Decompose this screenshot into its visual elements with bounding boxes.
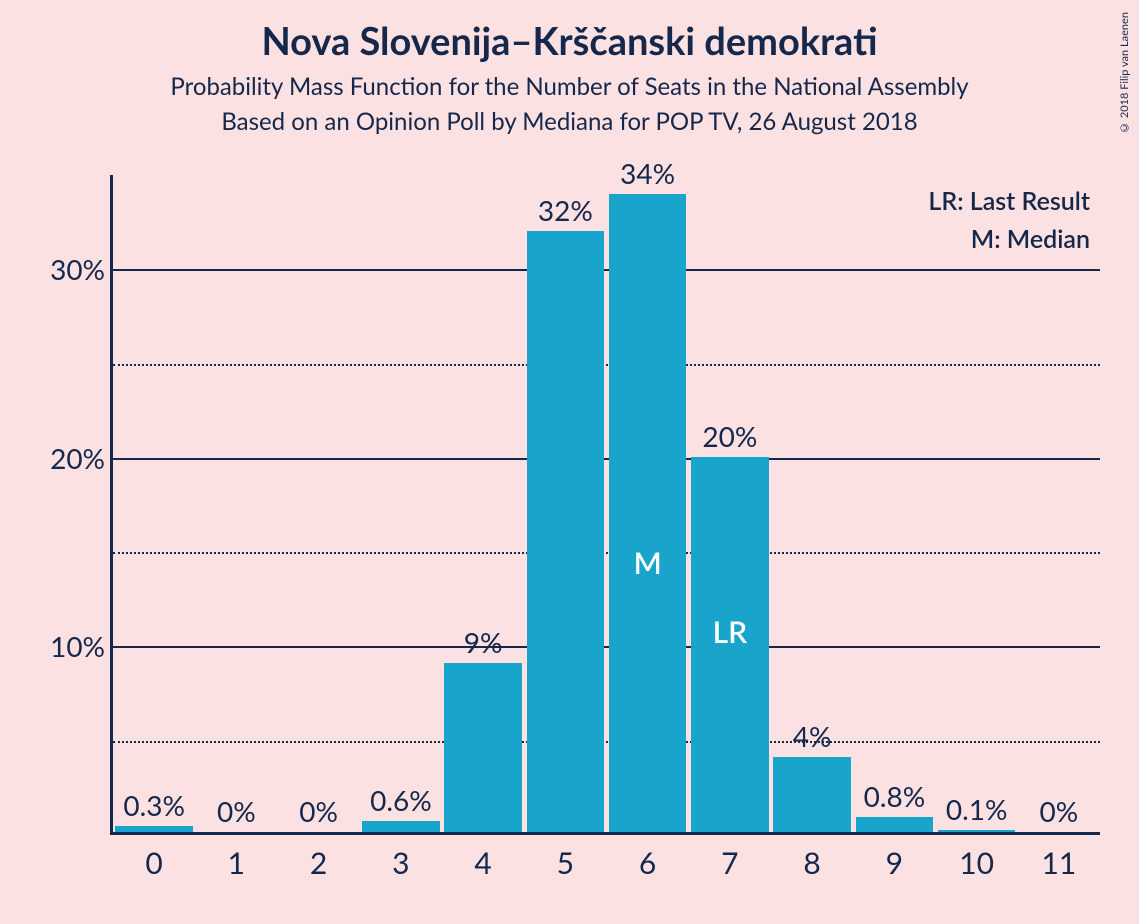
bar-value-label: 0% xyxy=(299,794,338,828)
x-axis xyxy=(110,832,1100,835)
bar: 0.8% xyxy=(856,817,933,832)
bar-slot: 4% xyxy=(771,175,853,832)
copyright-label: © 2018 Filip van Laenen xyxy=(1118,12,1131,134)
bars-group: 0.3%0%0%0.6%9%32%34%M20%LR4%0.8%0.1%0% xyxy=(113,175,1100,832)
x-tick-label: 8 xyxy=(771,845,853,881)
bar-slot: 20% LR xyxy=(689,175,771,832)
bar-value-label: 0.6% xyxy=(370,783,432,817)
x-tick-label: 11 xyxy=(1018,845,1100,881)
x-tick-label: 6 xyxy=(607,845,689,881)
plot-region: 0.3%0%0%0.6%9%32%34%M20%LR4%0.8%0.1%0% xyxy=(110,175,1100,835)
bar-slot: 34%M xyxy=(607,175,689,832)
x-tick-label: 7 xyxy=(689,845,771,881)
bar: 20%LR xyxy=(691,457,768,832)
chart-subtitle: Probability Mass Function for the Number… xyxy=(0,72,1139,101)
bar-slot: 32% xyxy=(524,175,606,832)
chart-title: Nova Slovenija–Krščanski demokrati xyxy=(0,18,1139,64)
bar-slot: 0.6% xyxy=(360,175,442,832)
bar: 4% xyxy=(773,757,850,832)
chart-subtitle2: Based on an Opinion Poll by Mediana for … xyxy=(0,107,1139,136)
x-labels-group: 01234567891011 xyxy=(113,845,1100,881)
bar-slot: 0% xyxy=(195,175,277,832)
bar-value-label: 0% xyxy=(1040,794,1079,828)
bar-slot: 0.3% xyxy=(113,175,195,832)
x-tick-label: 2 xyxy=(278,845,360,881)
bar: 0.1% xyxy=(938,830,1015,832)
y-tick-label: 20% xyxy=(50,441,105,475)
bar-value-label: 4% xyxy=(793,719,832,753)
bar-slot: 0% xyxy=(278,175,360,832)
bar-slot: 0% xyxy=(1018,175,1100,832)
x-tick-label: 3 xyxy=(360,845,442,881)
x-tick-label: 9 xyxy=(853,845,935,881)
bar-value-label: 0.1% xyxy=(946,792,1008,826)
x-tick-label: 10 xyxy=(936,845,1018,881)
bar: 32% xyxy=(527,231,604,832)
bar-value-label: 9% xyxy=(464,625,503,659)
x-tick-label: 5 xyxy=(524,845,606,881)
y-tick-label: 30% xyxy=(50,252,105,286)
bar-value-label: 0.3% xyxy=(123,788,185,822)
bar-value-label: 32% xyxy=(538,193,593,227)
bar-slot: 0.1% xyxy=(936,175,1018,832)
x-tick-label: 0 xyxy=(113,845,195,881)
bar: 0.3% xyxy=(115,826,192,832)
bar: 34%M xyxy=(609,194,686,832)
chart-container: Nova Slovenija–Krščanski demokrati Proba… xyxy=(0,0,1139,924)
x-tick-label: 4 xyxy=(442,845,524,881)
bar-slot: 9% xyxy=(442,175,524,832)
bar: 0.6% xyxy=(362,821,439,832)
bar-value-label: 0.8% xyxy=(864,779,926,813)
bar: 9% xyxy=(444,663,521,832)
bar-value-label: 0% xyxy=(217,794,256,828)
y-tick-label: 10% xyxy=(50,629,105,663)
median-marker: M xyxy=(634,545,662,581)
bar-value-label: 34% xyxy=(620,156,675,190)
bar-value-label: 20% xyxy=(702,419,757,453)
x-tick-label: 1 xyxy=(195,845,277,881)
last-result-marker: LR xyxy=(713,614,748,650)
bar-slot: 0.8% xyxy=(853,175,935,832)
chart-area: LR: Last Result M: Median 0.3%0%0%0.6%9%… xyxy=(110,175,1110,875)
